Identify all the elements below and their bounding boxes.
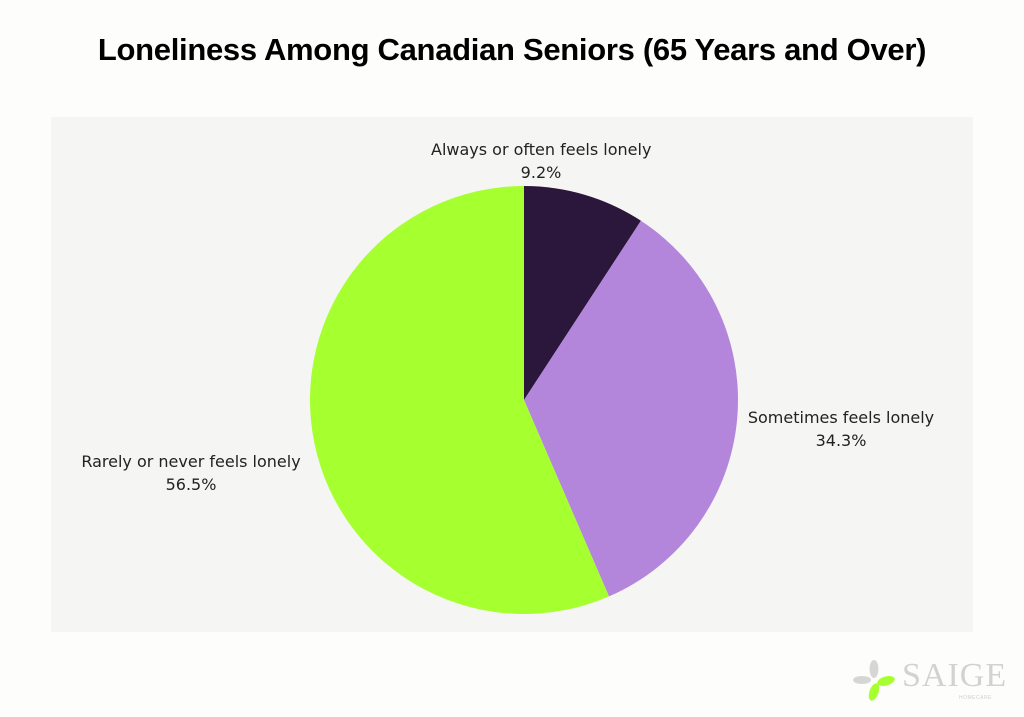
chart-title: Loneliness Among Canadian Seniors (65 Ye… [97,32,927,67]
logo-subtext: HOMECARE [959,695,992,701]
label-rarely-never-name: Rarely or never feels lonely [81,452,301,471]
label-rarely-never: Rarely or never feels lonely 56.5% [71,450,311,496]
chart-panel: Always or often feels lonely 9.2% Someti… [51,117,973,632]
label-sometimes: Sometimes feels lonely 34.3% [741,406,941,452]
label-sometimes-value: 34.3% [815,431,867,450]
label-rarely-never-value: 56.5% [165,475,217,494]
label-always-often-value: 9.2% [520,163,562,182]
pie-slice-always-often [524,186,641,400]
pie-slice-rarely-never [309,186,609,614]
label-sometimes-name: Sometimes feels lonely [747,408,935,427]
leaf-icon [853,660,895,701]
label-always-often: Always or often feels lonely 9.2% [431,138,651,184]
saige-logo: SAIGE HOMECARE [852,655,1022,705]
label-always-often-name: Always or often feels lonely [431,140,652,159]
pie-chart [309,186,738,614]
logo-text: SAIGE [902,657,1008,694]
pie-slice-sometimes [524,220,738,597]
